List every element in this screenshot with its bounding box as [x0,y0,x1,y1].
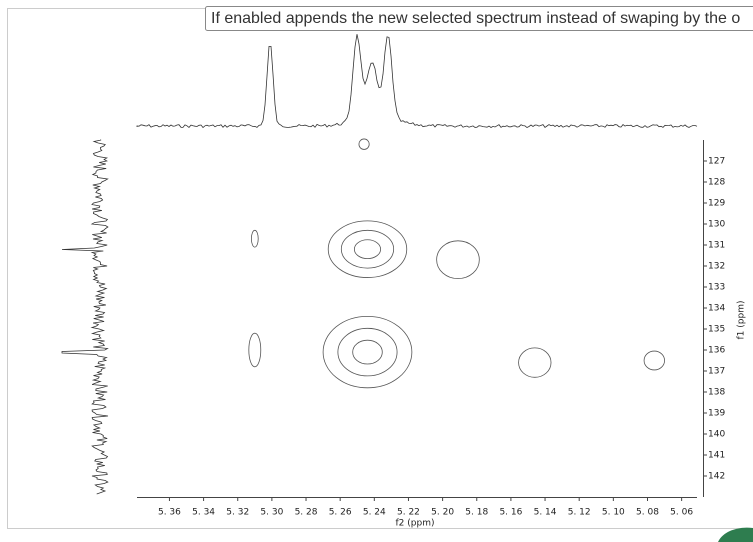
x-tick-label: 5. 24 [363,508,386,518]
x-tick-label: 5. 20 [431,508,454,518]
contour [436,240,480,280]
tooltip [205,6,753,31]
x-axis-label: f2 (ppm) [396,519,435,529]
x-tick-label: 5. 22 [397,508,420,518]
y-tick-label: 133 [708,283,725,293]
contour [352,339,383,365]
x-tick-label: 5. 14 [534,508,557,518]
x-tick-label: 5. 34 [192,508,215,518]
x-tick-label: 5. 10 [602,508,625,518]
y-tick-label: 142 [708,472,725,482]
y-tick-label: 130 [708,220,725,230]
contour [337,327,398,377]
f1-projection [61,139,109,495]
f2-projection [136,34,698,129]
y-tick-label: 131 [708,241,725,251]
y-tick-label: 136 [708,346,725,356]
y-tick-label: 128 [708,178,725,188]
x-tick-label: 5. 26 [329,508,352,518]
tooltip-text: If enabled appends the new selected spec… [211,10,740,27]
contour [518,347,552,378]
x-tick-label: 5. 32 [226,508,249,518]
contour [643,350,665,371]
y-tick-label: 134 [708,304,725,314]
y-tick-label: 129 [708,199,725,209]
x-tick-label: 5. 18 [465,508,488,518]
contour [322,315,413,389]
x-tick-label: 5. 36 [158,508,181,518]
x-tick-label: 5. 12 [568,508,591,518]
y-tick-label: 132 [708,262,725,272]
x-tick-label: 5. 28 [295,508,318,518]
y-tick-label: 135 [708,325,725,335]
x-tick-label: 5. 16 [499,508,522,518]
y-tick-label: 139 [708,409,725,419]
contour [353,239,381,260]
y-tick-label: 138 [708,388,725,398]
y-tick-label: 140 [708,430,725,440]
y-axis-label: f1 (ppm) [737,301,747,340]
contour [327,220,408,278]
x-tick-label: 5. 08 [636,508,659,518]
contour [250,229,259,248]
contour [340,229,395,269]
contour [248,332,262,368]
y-tick-label: 141 [708,451,725,461]
contour [358,138,370,150]
x-tick-label: 5. 06 [670,508,693,518]
logo [718,527,753,542]
frame [7,8,753,529]
x-tick-label: 5. 30 [260,508,283,518]
y-tick-label: 127 [708,157,725,167]
y-tick-label: 137 [708,367,725,377]
